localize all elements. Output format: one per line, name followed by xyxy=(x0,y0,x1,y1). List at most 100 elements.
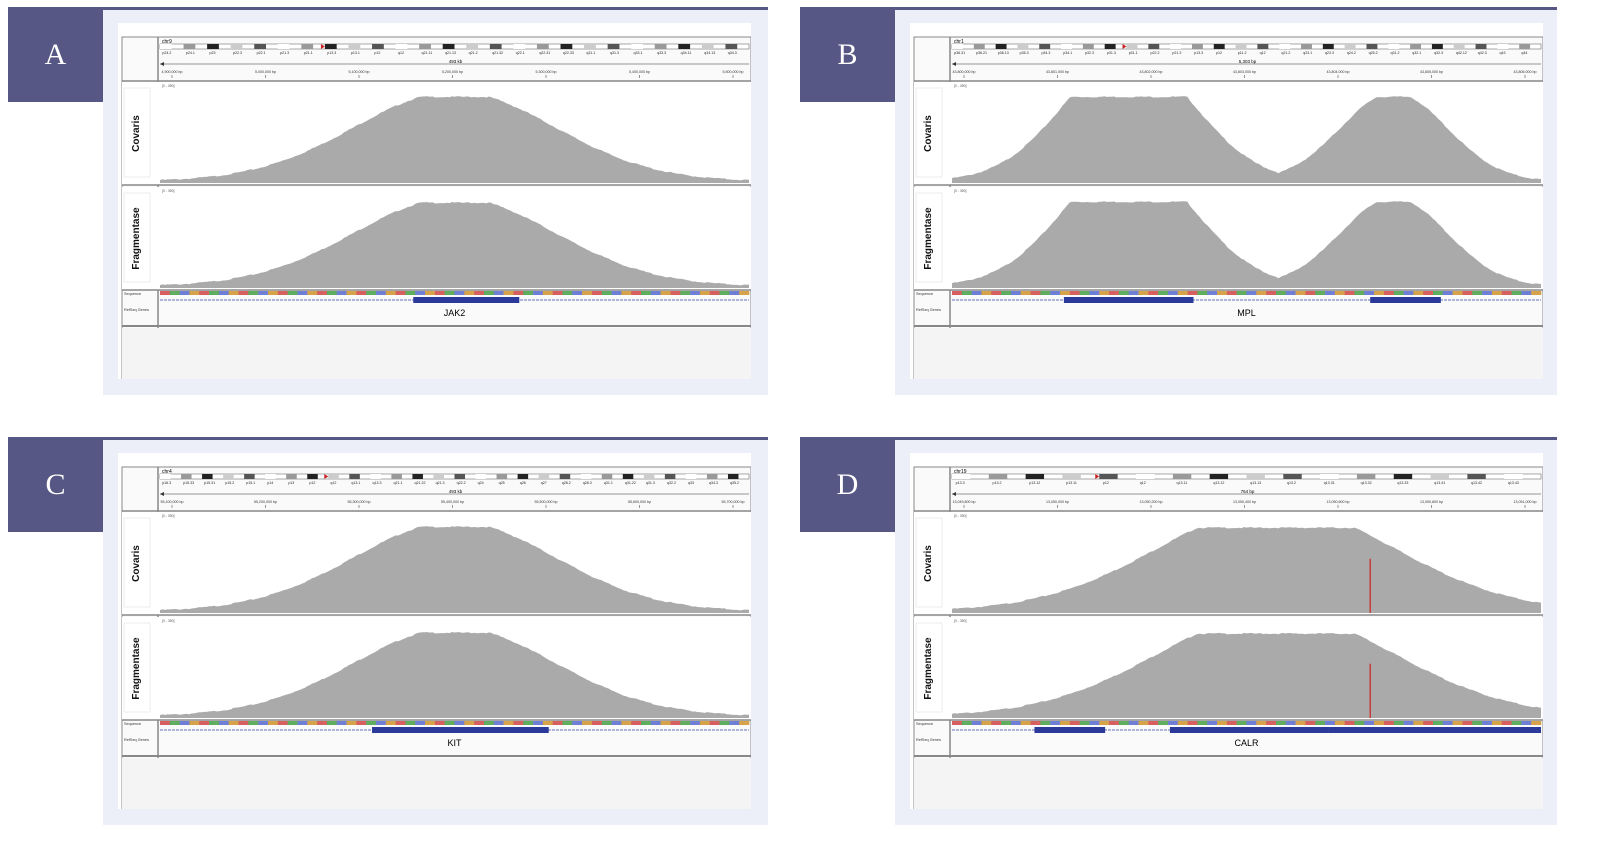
ideogram-band xyxy=(727,474,739,479)
gene-name: JAK2 xyxy=(444,308,466,318)
sequence-base xyxy=(343,721,347,725)
band-label: q34.3 xyxy=(728,51,737,55)
sequence-base xyxy=(693,291,697,295)
ideogram-band xyxy=(1388,44,1400,49)
ruler-tick-label: 4,900,000 bp xyxy=(162,70,183,74)
sequence-base xyxy=(375,721,380,725)
sequence-base xyxy=(1498,291,1503,295)
sequence-base xyxy=(1387,291,1391,295)
sequence-base xyxy=(1272,721,1277,725)
sequence-base xyxy=(1400,291,1404,295)
sequence-base xyxy=(271,291,275,295)
sequence-base xyxy=(735,721,740,725)
sequence-base xyxy=(418,721,423,725)
sequence-base xyxy=(402,291,406,295)
sequence-base xyxy=(1207,291,1211,295)
band-label: p36.21 xyxy=(976,51,987,55)
sequence-base xyxy=(500,721,504,725)
sequence-base xyxy=(205,291,210,295)
ideogram-band xyxy=(160,44,172,49)
ruler-arrow-left xyxy=(952,492,956,496)
sequence-base xyxy=(1501,291,1506,295)
sequence-base xyxy=(195,291,200,295)
sequence-base xyxy=(1007,291,1012,295)
sequence-base xyxy=(1089,291,1094,295)
sequence-base xyxy=(637,721,642,725)
sequence-base xyxy=(1374,721,1378,725)
sequence-base xyxy=(1239,721,1244,725)
sequence-base xyxy=(1393,291,1398,295)
ideogram-band xyxy=(1504,474,1523,479)
sequence-base xyxy=(696,291,701,295)
sequence-base xyxy=(166,721,171,725)
band-label: p22.2 xyxy=(1151,51,1160,55)
sequence-base xyxy=(588,291,593,295)
sequence-base xyxy=(1092,721,1097,725)
sequence-base xyxy=(1325,291,1329,295)
chromosome-name: chr4 xyxy=(162,469,172,475)
sequence-base xyxy=(572,721,576,725)
sequence-base xyxy=(1167,721,1172,725)
sequence-base xyxy=(1436,291,1440,295)
track-name: Covaris xyxy=(923,115,934,152)
empty-track-area xyxy=(122,328,751,379)
sequence-base xyxy=(333,291,337,295)
band-label: p13.3 xyxy=(956,481,965,485)
sequence-base xyxy=(189,291,194,295)
sequence-base xyxy=(1295,721,1300,725)
band-label: p13.3 xyxy=(1194,51,1203,55)
sequence-base xyxy=(372,721,377,725)
sequence-base xyxy=(539,291,544,295)
sequence-base xyxy=(657,291,661,295)
sequence-base xyxy=(1099,721,1103,725)
band-label: q13.13 xyxy=(1250,481,1261,485)
sequence-base xyxy=(978,721,982,725)
sequence-base xyxy=(641,291,645,295)
band-label: q34.13 xyxy=(704,51,715,55)
sequence-base xyxy=(611,291,616,295)
sequence-base xyxy=(1053,721,1058,725)
ideogram-band xyxy=(1104,44,1116,49)
panel-label: C xyxy=(8,437,103,532)
sequence-base xyxy=(677,291,681,295)
sequence-base xyxy=(1537,721,1542,725)
sequence-base xyxy=(1066,291,1071,295)
sequence-base xyxy=(1030,291,1035,295)
sequence-base xyxy=(1298,721,1303,725)
sequence-base xyxy=(546,721,550,725)
gene-exon-block xyxy=(372,727,549,733)
band-label: p14 xyxy=(267,481,273,485)
sequence-base xyxy=(647,721,652,725)
ideogram-band xyxy=(1467,474,1486,479)
sequence-base xyxy=(464,721,468,725)
ruler-tick-label: 43,804,000 bp xyxy=(1327,70,1350,74)
sequence-base xyxy=(225,721,230,725)
ideogram-band xyxy=(664,474,676,479)
sequence-base xyxy=(169,721,174,725)
sequence-base xyxy=(182,291,187,295)
sequence-base xyxy=(1269,721,1273,725)
sequence-base xyxy=(519,291,524,295)
sequence-base xyxy=(297,291,302,295)
sequence-base xyxy=(447,291,452,295)
gene-name: KIT xyxy=(447,738,462,748)
sequence-base xyxy=(974,291,979,295)
sequence-base xyxy=(1223,721,1228,725)
ideogram-band xyxy=(1283,474,1302,479)
sequence-base xyxy=(1344,291,1349,295)
sequence-base xyxy=(1253,291,1257,295)
sequence-base xyxy=(1217,721,1221,725)
sequence-base xyxy=(1344,721,1349,725)
sequence-base xyxy=(281,291,285,295)
sequence-base xyxy=(965,291,969,295)
sequence-base xyxy=(683,291,688,295)
sequence-base xyxy=(385,291,390,295)
sequence-base xyxy=(1338,291,1342,295)
ideogram-band xyxy=(1148,44,1160,49)
sequence-base xyxy=(1413,721,1417,725)
sequence-base xyxy=(1469,721,1473,725)
sequence-base xyxy=(516,291,521,295)
sequence-base xyxy=(1367,291,1372,295)
band-label: p21.3 xyxy=(1172,51,1181,55)
track-name: Fragmentase xyxy=(923,637,934,700)
